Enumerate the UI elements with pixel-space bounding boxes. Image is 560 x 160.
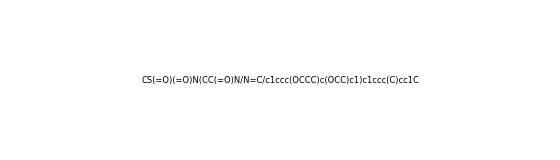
Text: CS(=O)(=O)N(CC(=O)N/N=C/c1ccc(OCCC)c(OCC)c1)c1ccc(C)cc1C: CS(=O)(=O)N(CC(=O)N/N=C/c1ccc(OCCC)c(OCC…	[141, 76, 419, 84]
